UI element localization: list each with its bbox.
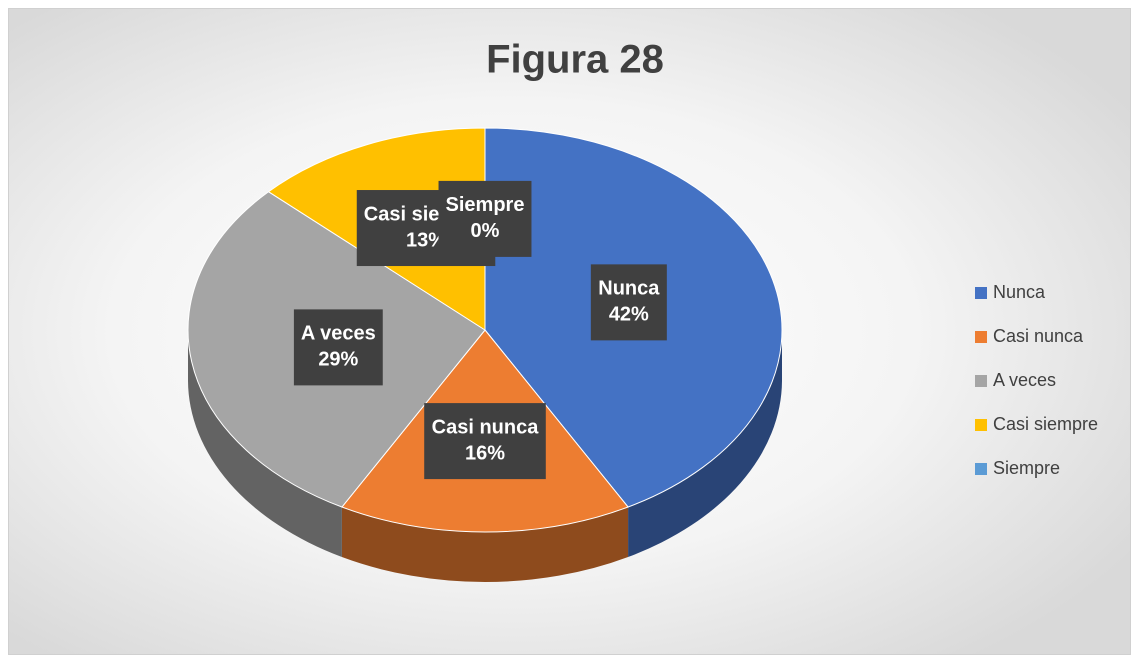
data-label-value: 13% bbox=[406, 229, 446, 251]
data-label-category: Casi nunca bbox=[432, 416, 540, 438]
data-label: Siempre 0% bbox=[438, 180, 532, 257]
data-label-box bbox=[590, 264, 667, 341]
data-label-category: Siempre bbox=[446, 194, 525, 216]
data-label-box bbox=[424, 403, 546, 480]
legend-label: Nunca bbox=[993, 282, 1046, 302]
legend-swatch bbox=[975, 331, 987, 343]
data-label-category: Nunca bbox=[598, 278, 660, 300]
data-label-value: 42% bbox=[609, 304, 649, 326]
data-label: Casi nunca 16% bbox=[424, 403, 546, 480]
legend-swatch bbox=[975, 419, 987, 431]
chart-title: Figura 28 bbox=[486, 38, 664, 82]
data-label: A veces 29% bbox=[293, 309, 383, 386]
legend-label: Siempre bbox=[993, 458, 1060, 478]
legend-label: Casi siempre bbox=[993, 414, 1098, 434]
data-label-category: A veces bbox=[301, 323, 376, 345]
legend-swatch bbox=[975, 463, 987, 475]
legend-label: Casi nunca bbox=[993, 326, 1084, 346]
legend-swatch bbox=[975, 375, 987, 387]
pie-side bbox=[341, 507, 629, 582]
pie-side bbox=[187, 330, 342, 558]
data-label-box bbox=[293, 309, 383, 386]
data-label: Nunca 42% bbox=[590, 264, 667, 341]
data-label-value: 16% bbox=[465, 442, 505, 464]
data-label-value: 0% bbox=[471, 220, 500, 242]
pie-side bbox=[628, 330, 782, 558]
data-label-value: 29% bbox=[318, 349, 358, 371]
legend-swatch bbox=[975, 287, 987, 299]
legend-label: A veces bbox=[993, 370, 1056, 390]
data-label-box bbox=[438, 180, 532, 257]
